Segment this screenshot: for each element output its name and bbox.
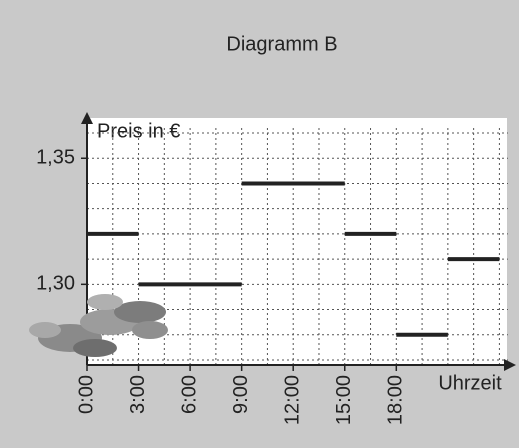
y-tick-label: 1,35 (36, 147, 75, 169)
x-tick-label: 0:00 (75, 375, 97, 414)
x-tick-label: 6:00 (178, 375, 200, 414)
chart-title: Diagramm B (226, 33, 337, 55)
x-tick-label: 9:00 (230, 375, 252, 414)
x-tick-label: 12:00 (281, 375, 303, 425)
y-tick-label: 1,30 (36, 273, 75, 295)
x-tick-label: 3:00 (127, 375, 149, 414)
x-tick-label: 15:00 (333, 375, 355, 425)
x-axis-label: Uhrzeit (438, 372, 502, 394)
x-tick-label: 18:00 (385, 375, 407, 425)
chart: Diagramm B Preis in € Uhrzeit 1,301,350:… (0, 0, 519, 448)
